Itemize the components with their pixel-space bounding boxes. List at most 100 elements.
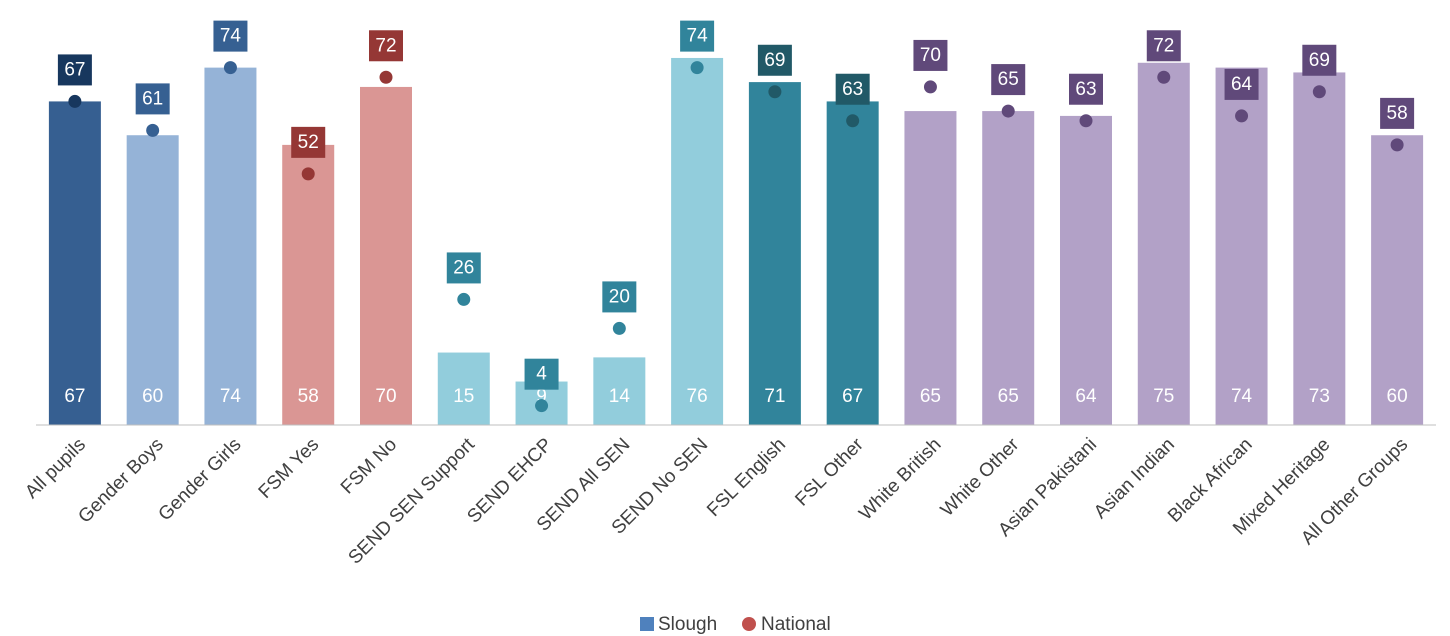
dot-label-box — [991, 64, 1026, 96]
dot — [1390, 138, 1404, 152]
bar — [593, 357, 646, 425]
dot-label-box — [1224, 68, 1259, 100]
bar-value-label: 67 — [64, 386, 85, 407]
bar-value-label: 65 — [920, 386, 941, 407]
dot-value-label: 61 — [142, 88, 163, 109]
dot-value-label: 70 — [920, 45, 941, 66]
dot — [301, 167, 315, 181]
dot — [923, 80, 937, 94]
x-tick-label: FSM Yes — [255, 434, 324, 503]
bar-value-label: 67 — [842, 386, 863, 407]
bar — [437, 352, 490, 425]
dot-label-box — [602, 281, 637, 313]
dot-label-box — [135, 83, 170, 115]
x-tick-label: FSM No — [337, 434, 401, 498]
dot-label-box — [757, 44, 792, 76]
legend-swatch — [640, 617, 654, 631]
bar — [48, 101, 101, 425]
bar — [1293, 72, 1346, 426]
bar-value-label: 74 — [220, 386, 242, 407]
legend-label: National — [761, 614, 831, 635]
legend-label: Slough — [658, 614, 717, 635]
dot-label-box — [213, 20, 248, 52]
x-tick-label: All pupils — [21, 434, 90, 503]
dot-label-box — [524, 358, 559, 390]
bar — [748, 82, 801, 426]
bar-value-label: 60 — [1387, 386, 1408, 407]
dot-value-label: 72 — [1153, 35, 1174, 56]
dot-label-box — [291, 126, 326, 158]
bar-value-label: 74 — [1231, 386, 1253, 407]
bar-value-label: 76 — [687, 386, 708, 407]
x-tick-label: FSL Other — [791, 434, 868, 511]
bar-value-label: 71 — [764, 386, 785, 407]
dot — [379, 70, 393, 84]
dot-value-label: 20 — [609, 286, 630, 307]
bar-value-label: 9 — [536, 386, 547, 407]
dot-value-label: 65 — [998, 69, 1019, 90]
dot — [535, 399, 549, 413]
bar-value-label: 65 — [998, 386, 1019, 407]
dot-label-box — [680, 20, 715, 52]
bar-value-label: 60 — [142, 386, 163, 407]
bar-value-label: 15 — [453, 386, 474, 407]
x-tick-label: FSL English — [703, 434, 790, 521]
dot — [846, 114, 860, 128]
bar-value-label: 58 — [298, 386, 319, 407]
x-tick-label: SEND SEN Support — [345, 434, 480, 569]
x-tick-label: White British — [855, 434, 945, 524]
dot — [1235, 109, 1249, 123]
dot-label-box — [446, 252, 481, 284]
dot — [690, 61, 704, 75]
bar — [1137, 62, 1190, 426]
bar — [360, 86, 412, 425]
dot-value-label: 72 — [375, 35, 396, 56]
dot — [1312, 85, 1326, 99]
bar — [671, 57, 724, 426]
dot — [146, 123, 160, 137]
bar-value-label: 75 — [1153, 386, 1174, 407]
dot-label-box — [57, 54, 92, 86]
dot-label-box — [1146, 30, 1181, 62]
dot-value-label: 26 — [453, 257, 474, 278]
legend: Slough National — [640, 614, 831, 635]
legend-swatch — [742, 617, 756, 631]
dot-value-label: 4 — [536, 364, 547, 385]
dot-value-label: 63 — [842, 79, 863, 100]
x-tick-label: White Other — [937, 434, 1024, 521]
dot-label-box — [1380, 97, 1415, 129]
dot — [1001, 104, 1015, 118]
bar-value-label: 73 — [1309, 386, 1330, 407]
dot — [768, 85, 782, 99]
dot-value-label: 74 — [687, 26, 709, 47]
dot — [1157, 70, 1171, 84]
dot-label-box — [913, 39, 948, 71]
dot-value-label: 69 — [1309, 50, 1330, 71]
bar — [1371, 135, 1424, 425]
x-tick-label: Gender Girls — [155, 434, 246, 525]
bar — [1060, 115, 1112, 425]
bar — [904, 111, 957, 426]
dot-value-label: 52 — [298, 132, 319, 153]
dot-label-box — [369, 30, 403, 62]
bar-value-label: 64 — [1075, 386, 1097, 407]
dot-value-label: 74 — [220, 26, 242, 47]
bar — [204, 67, 257, 425]
bar — [282, 144, 335, 426]
bar-value-label: 70 — [375, 386, 396, 407]
dot-value-label: 67 — [64, 59, 85, 80]
bar-value-label: 14 — [609, 386, 631, 407]
dot — [1079, 114, 1093, 128]
bar — [982, 111, 1035, 426]
dot — [68, 94, 82, 108]
dot-label-box — [1069, 73, 1103, 105]
bar — [1215, 67, 1268, 425]
dot-value-label: 63 — [1075, 79, 1096, 100]
dot — [612, 321, 626, 335]
dot — [457, 292, 471, 306]
bar — [826, 101, 879, 425]
bar — [126, 135, 179, 425]
dot-value-label: 64 — [1231, 74, 1253, 95]
dot-value-label: 58 — [1387, 103, 1408, 124]
